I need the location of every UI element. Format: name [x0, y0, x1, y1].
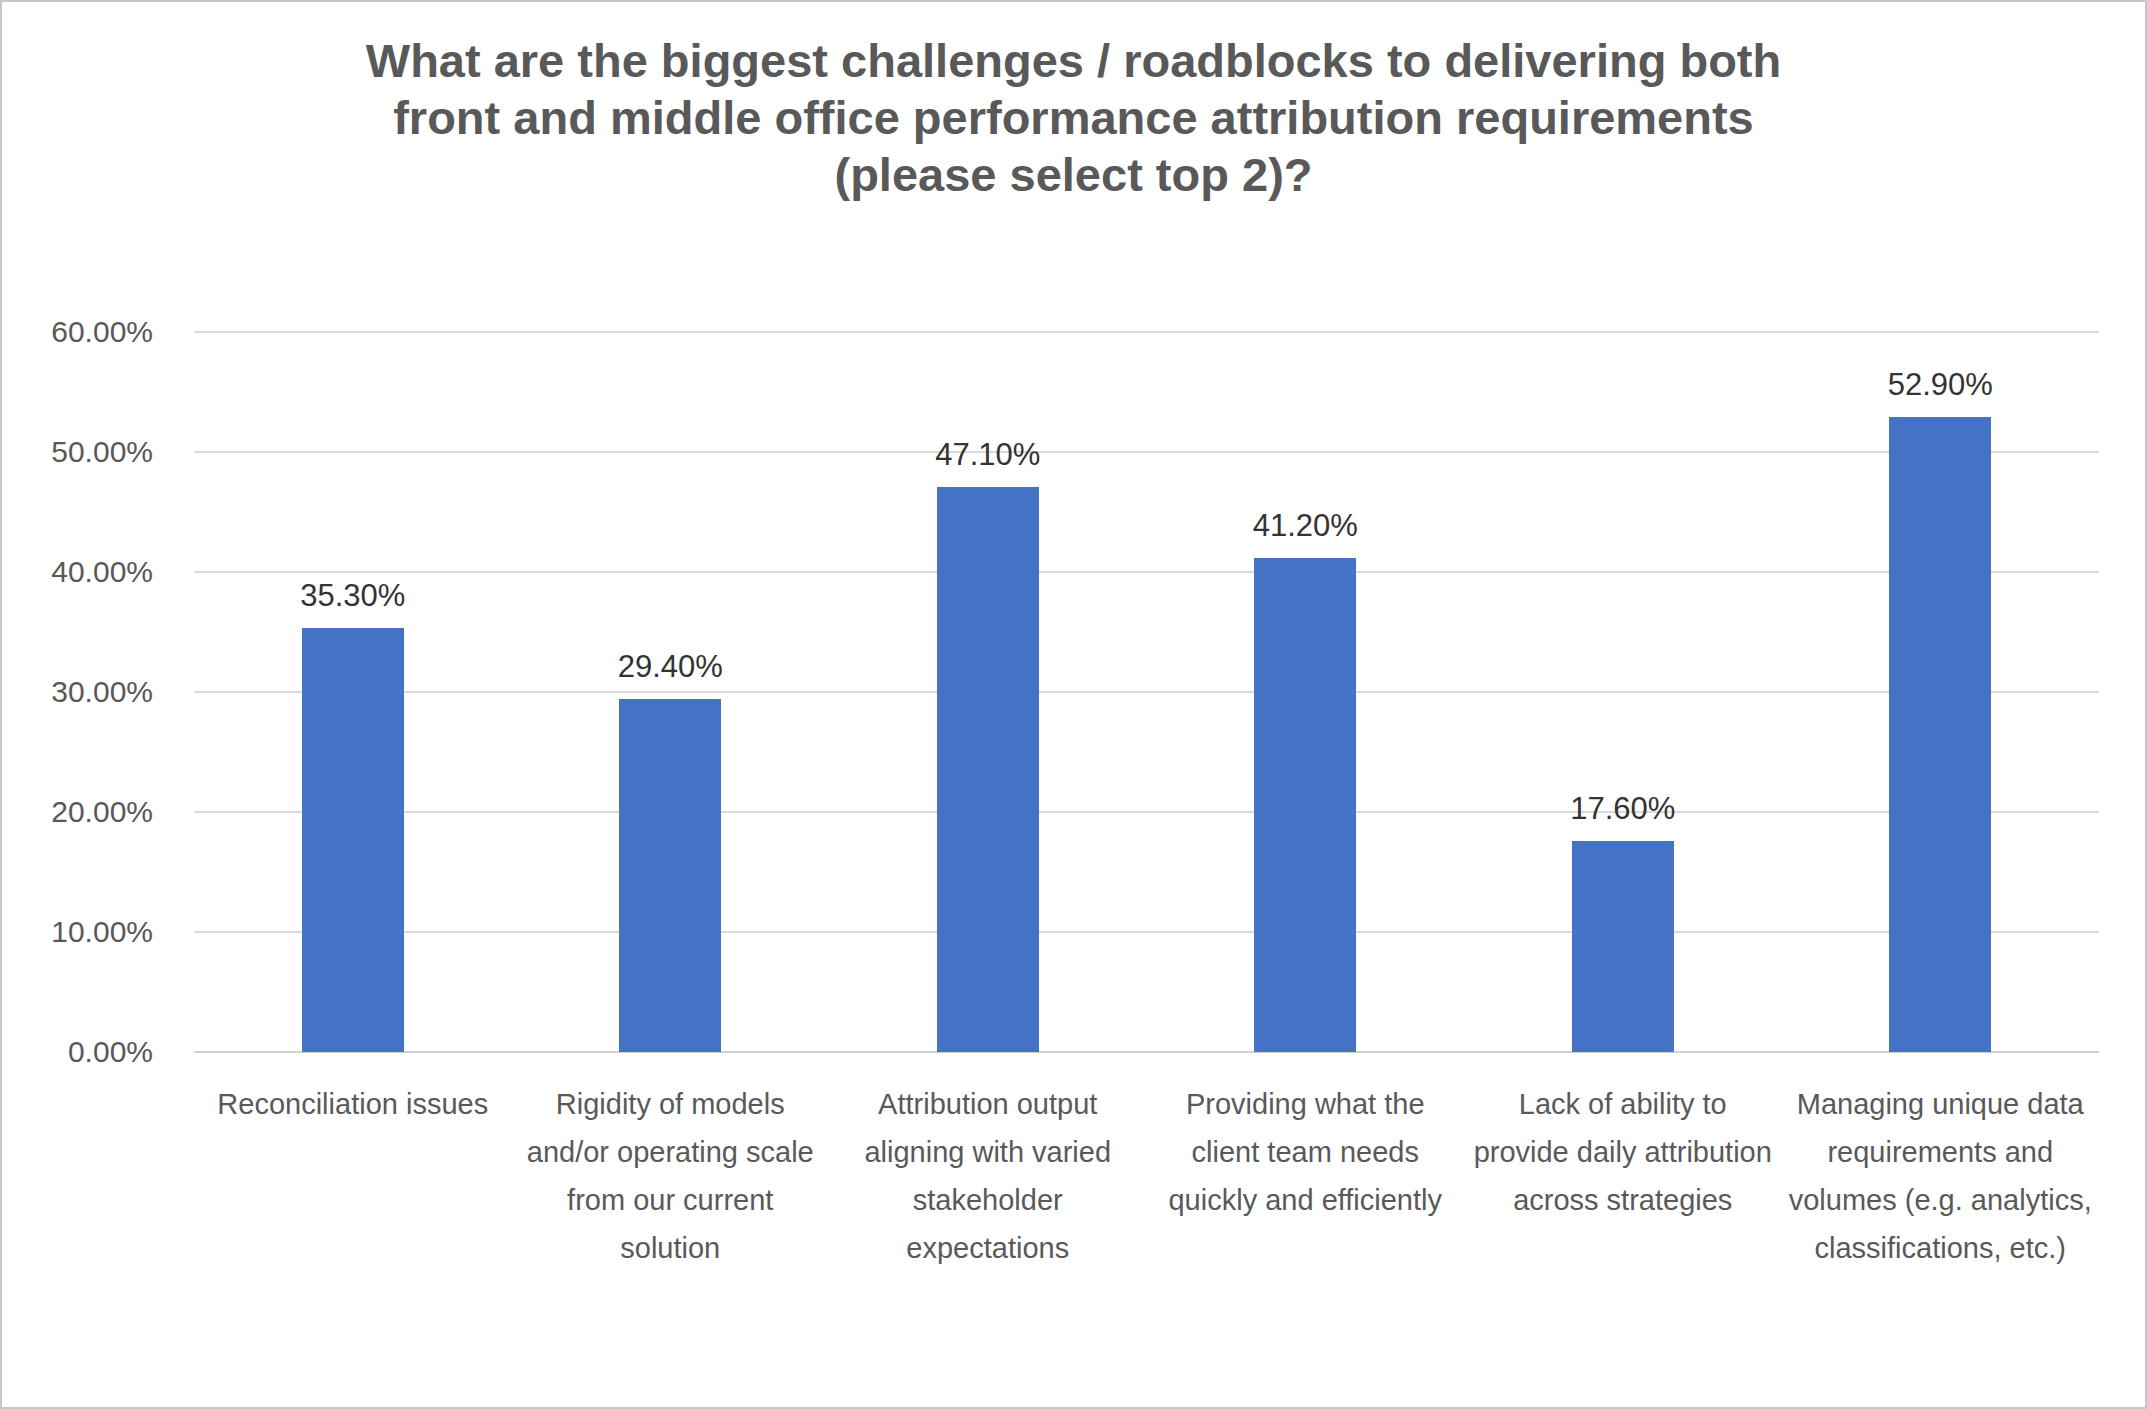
bar-reconciliation-issues: [302, 628, 404, 1052]
bar-daily-attribution: [1572, 841, 1674, 1052]
data-label: 47.10%: [935, 437, 1040, 473]
category-label: Managing unique data requirements and vo…: [1782, 1080, 2100, 1272]
bar-slot: 29.40%: [512, 332, 830, 1052]
bar-attribution-output: [937, 487, 1039, 1052]
y-axis-tick-label: 10.00%: [3, 915, 153, 949]
bar-providing-client-needs: [1254, 558, 1356, 1052]
bar-unique-data-requirements: [1889, 417, 1991, 1052]
bar-slot: 52.90%: [1782, 332, 2100, 1052]
x-axis: Reconciliation issues Rigidity of models…: [194, 1080, 2099, 1272]
data-label: 41.20%: [1253, 508, 1358, 544]
bar-slot: 47.10%: [829, 332, 1147, 1052]
y-axis-tick-label: 0.00%: [3, 1035, 153, 1069]
category-label: Providing what the client team needs qui…: [1147, 1080, 1465, 1272]
y-axis-tick-label: 40.00%: [3, 555, 153, 589]
y-axis: 60.00% 50.00% 40.00% 30.00% 20.00% 10.00…: [2, 2, 157, 1407]
bar-chart: What are the biggest challenges / roadbl…: [0, 0, 2147, 1409]
y-axis-tick-label: 60.00%: [3, 315, 153, 349]
data-label: 52.90%: [1888, 367, 1993, 403]
y-axis-tick-label: 20.00%: [3, 795, 153, 829]
bar-slot: 35.30%: [194, 332, 512, 1052]
data-label: 17.60%: [1570, 791, 1675, 827]
category-label: Reconciliation issues: [194, 1080, 512, 1272]
chart-title-line: (please select top 2)?: [2, 146, 2145, 203]
bar-slot: 17.60%: [1464, 332, 1782, 1052]
bar-rigidity-of-models: [619, 699, 721, 1052]
y-axis-tick-label: 50.00%: [3, 435, 153, 469]
category-label: Rigidity of models and/or operating scal…: [512, 1080, 830, 1272]
data-label: 29.40%: [618, 649, 723, 685]
category-label: Attribution output aligning with varied …: [829, 1080, 1147, 1272]
chart-title-line: front and middle office performance attr…: [2, 89, 2145, 146]
category-label: Lack of ability to provide daily attribu…: [1464, 1080, 1782, 1272]
data-label: 35.30%: [300, 578, 405, 614]
plot-area: 35.30% 29.40% 47.10% 41.20% 17.60% 52.90…: [194, 332, 2099, 1052]
y-axis-tick-label: 30.00%: [3, 675, 153, 709]
bar-slot: 41.20%: [1147, 332, 1465, 1052]
chart-title-line: What are the biggest challenges / roadbl…: [2, 32, 2145, 89]
chart-title: What are the biggest challenges / roadbl…: [2, 32, 2145, 203]
bars-container: 35.30% 29.40% 47.10% 41.20% 17.60% 52.90…: [194, 332, 2099, 1052]
